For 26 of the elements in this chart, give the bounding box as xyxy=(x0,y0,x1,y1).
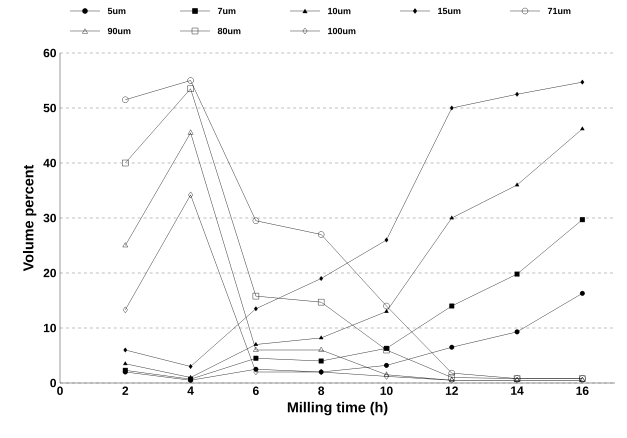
y-axis-title: Volume percent xyxy=(22,164,36,272)
legend-label: 100um xyxy=(328,28,356,34)
legend-label: 15um xyxy=(438,8,460,14)
legend-label: 90um xyxy=(108,28,130,34)
x-tick-label: 4 xyxy=(187,386,194,395)
y-tick-label: 0 xyxy=(50,378,56,388)
x-tick-label: 10 xyxy=(380,386,393,395)
y-tick-label: 60 xyxy=(44,48,56,58)
x-tick-label: 12 xyxy=(446,386,458,395)
y-tick-label: 10 xyxy=(44,324,56,332)
x-tick-label: 14 xyxy=(511,386,524,395)
y-tick-label: 20 xyxy=(44,268,56,278)
y-tick-label: 30 xyxy=(43,214,56,222)
x-axis-title: Milling time (h) xyxy=(288,402,388,416)
legend-label: 10um xyxy=(328,8,350,14)
x-tick-label: 8 xyxy=(318,386,324,395)
y-tick-label: 40 xyxy=(43,158,56,168)
x-tick-label: 0 xyxy=(57,386,63,395)
x-tick-label: 16 xyxy=(576,386,589,395)
y-tick-label: 50 xyxy=(44,104,56,112)
legend-label: 7um xyxy=(218,8,236,14)
x-tick-label: 2 xyxy=(122,386,128,395)
legend-label: 71um xyxy=(548,8,570,14)
x-tick-label: 6 xyxy=(252,386,259,395)
legend-label: 5um xyxy=(108,8,126,14)
legend-label: 80um xyxy=(218,28,240,34)
